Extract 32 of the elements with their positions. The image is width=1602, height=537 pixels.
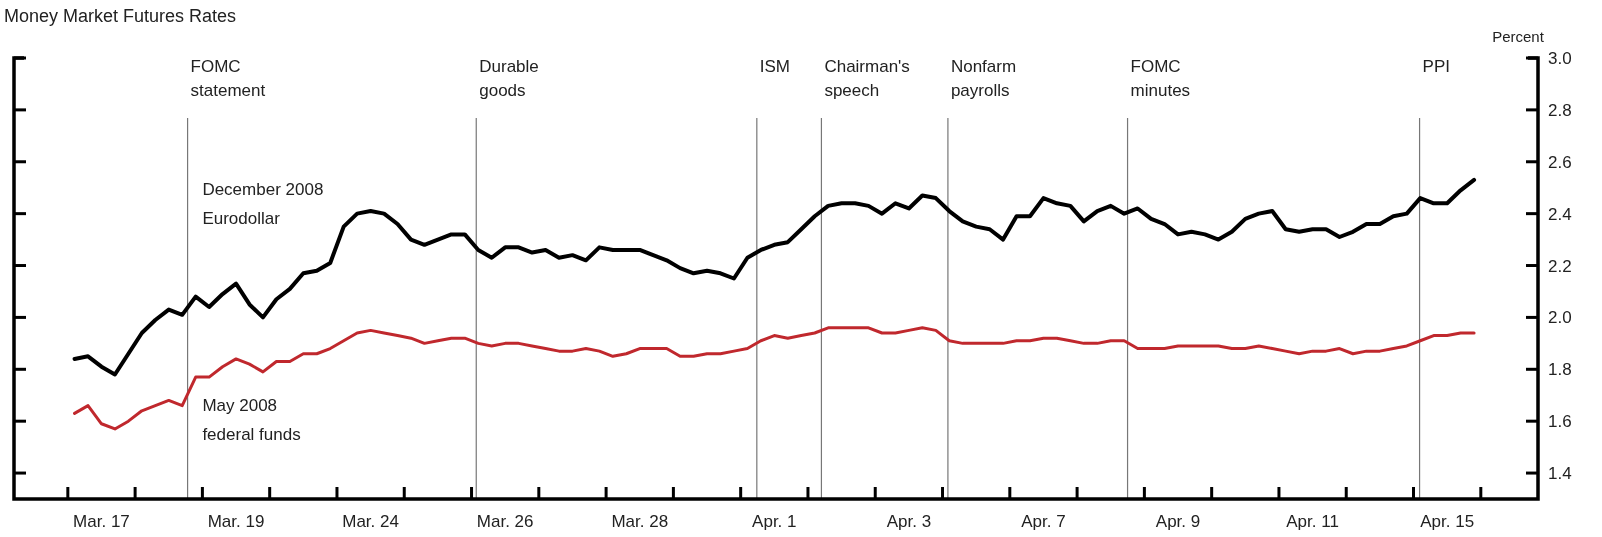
y-axis-title: Percent: [1492, 28, 1545, 45]
y-tick-label: 1.4: [1548, 464, 1572, 484]
annotation: FOMC minutes: [1130, 57, 1191, 100]
y-tick-label: 1.8: [1548, 360, 1572, 380]
y-tick-label: 3.0: [1548, 49, 1572, 68]
x-tick-label: Apr. 11: [1286, 512, 1339, 531]
annotation: PPI: [1422, 57, 1450, 76]
y-tick-label: 2.4: [1548, 204, 1572, 224]
series-label: May 2008 federal funds: [202, 395, 301, 444]
x-tick-label: Mar. 24: [342, 512, 399, 531]
annotation: Nonfarm payrolls: [950, 57, 1017, 100]
x-tick-label: Apr. 3: [886, 512, 932, 531]
x-tick-label: Mar. 17: [73, 512, 130, 531]
x-tick-label: Apr. 15: [1420, 512, 1475, 531]
x-tick-label: Apr. 9: [1155, 512, 1201, 531]
x-tick-label: Apr. 1: [752, 512, 797, 531]
annotation: Chairman's speech: [824, 57, 910, 100]
y-tick-label: 2.8: [1548, 100, 1572, 120]
annotation: FOMC statement: [190, 57, 266, 100]
y-tick-label: 1.6: [1548, 412, 1572, 432]
y-tick-label: 2.2: [1548, 256, 1572, 276]
x-tick-label: Mar. 26: [476, 512, 534, 531]
y-tick-label: 2.6: [1548, 152, 1572, 172]
x-tick-label: Mar. 19: [207, 512, 265, 531]
annotation: Durable goods: [479, 57, 539, 100]
y-tick-label: 2.0: [1548, 308, 1572, 328]
x-tick-label: Mar. 28: [611, 512, 669, 531]
line-series: [72, 177, 1477, 377]
chart-title: Money Market Futures Rates: [4, 6, 237, 26]
series-label: December 2008 Eurodollar: [202, 180, 324, 229]
x-tick-label: Apr. 7: [1021, 512, 1066, 531]
annotation: ISM: [759, 57, 791, 76]
